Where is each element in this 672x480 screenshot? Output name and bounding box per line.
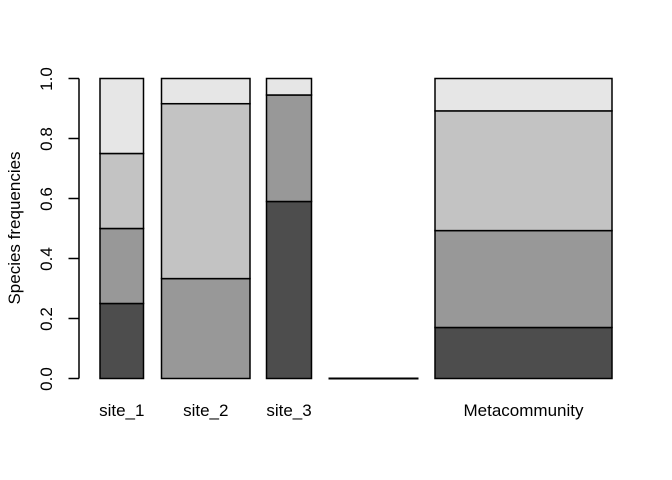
bar-segment-species-4-lightest-gray: [434, 77, 613, 112]
bar-segment-species-1-darkest-gray: [99, 302, 145, 380]
bar-segment-species-3-light-gray: [99, 152, 145, 230]
bar-segment-species-2-medium-gray: [160, 277, 251, 380]
bar-segment-species-4-lightest-gray: [160, 77, 251, 105]
x-category-label: site_3: [266, 401, 312, 420]
bar-segment-species-3-light-gray: [160, 102, 251, 280]
bar-segment-species-4-lightest-gray: [99, 77, 145, 155]
y-tick-label: 0.4: [37, 246, 56, 271]
y-tick-label: 0.2: [37, 306, 56, 331]
bar-segment-species-3-light-gray: [434, 110, 613, 232]
bar-segment-species-2-medium-gray: [434, 229, 613, 329]
bar-segment-species-4-lightest-gray: [265, 77, 313, 96]
bar-segment-species-2-medium-gray: [265, 94, 313, 203]
x-category-label: site_2: [183, 401, 229, 420]
y-tick-label: 1.0: [37, 66, 56, 91]
y-tick-label: 0.0: [37, 366, 56, 391]
bar-segment-species-2-medium-gray: [99, 227, 145, 305]
y-axis-title: Species frequencies: [5, 151, 24, 305]
bar-segment-species-1-darkest-gray: [265, 200, 313, 380]
bar-segment-species-1-darkest-gray: [434, 326, 613, 380]
x-category-label: site_1: [99, 401, 145, 420]
y-tick-label: 0.6: [37, 186, 56, 211]
x-category-label: Metacommunity: [463, 401, 584, 420]
y-tick-label: 0.8: [37, 126, 56, 151]
